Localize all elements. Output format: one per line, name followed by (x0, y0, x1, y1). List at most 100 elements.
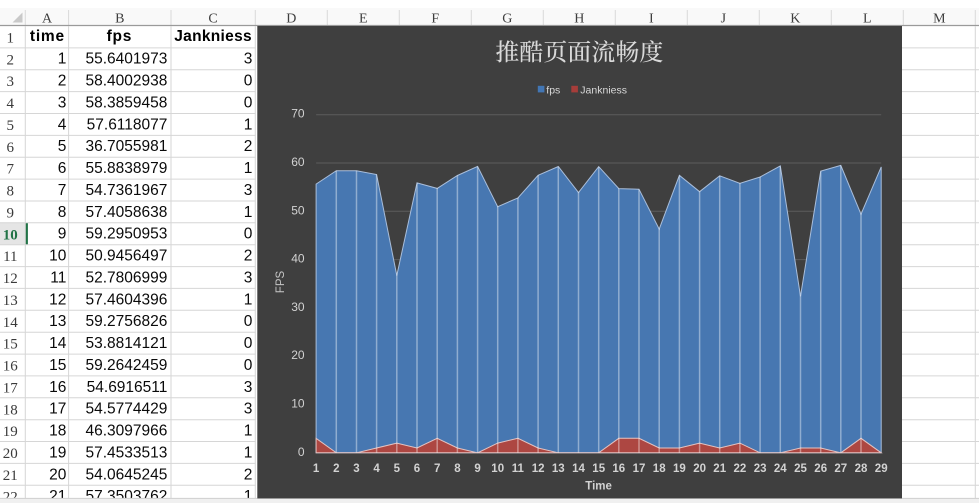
svg-text:1: 1 (313, 463, 320, 475)
svg-text:19: 19 (3, 424, 18, 440)
svg-text:C: C (208, 12, 217, 27)
svg-text:58.4002938: 58.4002938 (86, 73, 168, 90)
svg-text:20: 20 (693, 463, 706, 475)
svg-text:19: 19 (673, 463, 686, 475)
svg-text:29: 29 (875, 463, 888, 475)
svg-text:K: K (790, 12, 800, 27)
svg-text:10: 10 (49, 248, 67, 265)
svg-text:3: 3 (244, 51, 253, 68)
svg-text:A: A (42, 12, 53, 27)
svg-text:0: 0 (244, 226, 253, 243)
svg-text:FPS: FPS (275, 270, 287, 293)
svg-text:46.3097966: 46.3097966 (86, 423, 168, 440)
svg-text:13: 13 (552, 463, 565, 475)
svg-text:0: 0 (244, 73, 253, 90)
svg-text:22: 22 (734, 463, 747, 475)
svg-text:59.2642459: 59.2642459 (86, 357, 168, 374)
svg-text:20: 20 (3, 446, 18, 462)
svg-text:1: 1 (244, 160, 253, 177)
svg-text:9: 9 (58, 226, 67, 243)
svg-text:3: 3 (7, 74, 15, 90)
svg-text:5: 5 (58, 138, 67, 155)
svg-text:9: 9 (7, 205, 15, 221)
svg-text:3: 3 (58, 95, 67, 112)
svg-text:50.9456497: 50.9456497 (86, 248, 168, 265)
svg-text:5: 5 (394, 463, 401, 475)
svg-text:12: 12 (532, 463, 545, 475)
svg-text:F: F (431, 12, 439, 27)
svg-text:fps: fps (546, 84, 560, 96)
svg-text:3: 3 (244, 269, 253, 286)
svg-text:2: 2 (244, 138, 253, 155)
svg-text:59.2950953: 59.2950953 (86, 226, 168, 243)
svg-text:27: 27 (834, 463, 847, 475)
svg-text:57.4533513: 57.4533513 (86, 444, 168, 461)
svg-text:6: 6 (58, 160, 67, 177)
svg-text:57.4058638: 57.4058638 (86, 204, 168, 221)
svg-text:19: 19 (49, 444, 66, 461)
svg-text:50: 50 (291, 203, 305, 217)
svg-text:24: 24 (774, 463, 787, 475)
svg-text:40: 40 (291, 252, 305, 266)
svg-text:2: 2 (244, 466, 253, 483)
svg-text:26: 26 (814, 463, 827, 475)
svg-text:G: G (502, 12, 512, 27)
svg-text:70: 70 (291, 107, 305, 121)
svg-text:57.6118077: 57.6118077 (87, 116, 168, 133)
svg-text:58.3859458: 58.3859458 (86, 95, 168, 112)
svg-text:55.6401973: 55.6401973 (86, 51, 168, 68)
svg-text:17: 17 (633, 463, 646, 475)
svg-text:16: 16 (612, 463, 625, 475)
svg-text:3: 3 (353, 463, 359, 475)
svg-text:H: H (574, 12, 584, 27)
svg-text:time: time (30, 28, 65, 45)
svg-text:2: 2 (7, 52, 15, 68)
svg-text:7: 7 (7, 162, 15, 178)
svg-text:3: 3 (244, 182, 253, 199)
svg-text:21: 21 (713, 463, 726, 475)
svg-text:B: B (115, 12, 124, 27)
svg-text:20: 20 (291, 348, 305, 362)
svg-text:Jankniess: Jankniess (174, 28, 252, 45)
svg-text:Time: Time (585, 481, 612, 493)
svg-text:0: 0 (244, 313, 253, 330)
svg-text:0: 0 (244, 357, 253, 374)
svg-text:30: 30 (291, 300, 305, 314)
svg-text:2: 2 (244, 248, 253, 265)
svg-text:14: 14 (572, 463, 585, 475)
svg-text:53.8814121: 53.8814121 (86, 335, 168, 352)
svg-text:M: M (933, 12, 946, 27)
svg-text:28: 28 (855, 463, 868, 475)
svg-text:Jankniess: Jankniess (580, 84, 627, 96)
svg-text:5: 5 (7, 118, 15, 134)
svg-text:1: 1 (244, 291, 253, 308)
svg-text:12: 12 (3, 271, 18, 287)
svg-text:4: 4 (58, 116, 67, 133)
svg-text:16: 16 (49, 379, 66, 396)
svg-text:13: 13 (49, 313, 66, 330)
svg-text:54.7361967: 54.7361967 (86, 182, 168, 199)
svg-text:54.5774429: 54.5774429 (86, 401, 168, 418)
svg-text:18: 18 (3, 402, 18, 418)
svg-text:4: 4 (7, 96, 15, 112)
svg-text:7: 7 (434, 463, 440, 475)
svg-text:14: 14 (3, 315, 19, 331)
svg-text:0: 0 (298, 445, 305, 459)
svg-text:6: 6 (7, 140, 15, 156)
svg-text:15: 15 (3, 337, 18, 353)
svg-text:8: 8 (58, 204, 67, 221)
svg-text:6: 6 (414, 463, 420, 475)
svg-text:1: 1 (58, 51, 67, 68)
svg-text:L: L (863, 12, 872, 27)
svg-text:11: 11 (50, 269, 66, 286)
svg-text:10: 10 (491, 463, 504, 475)
svg-text:10: 10 (291, 397, 305, 411)
svg-text:J: J (721, 12, 727, 27)
svg-text:0: 0 (244, 335, 253, 352)
svg-text:1: 1 (7, 31, 15, 47)
svg-text:7: 7 (58, 182, 67, 199)
svg-text:59.2756826: 59.2756826 (86, 313, 168, 330)
svg-text:21: 21 (3, 468, 18, 484)
svg-text:1: 1 (244, 204, 253, 221)
svg-text:54.0645245: 54.0645245 (86, 466, 168, 483)
